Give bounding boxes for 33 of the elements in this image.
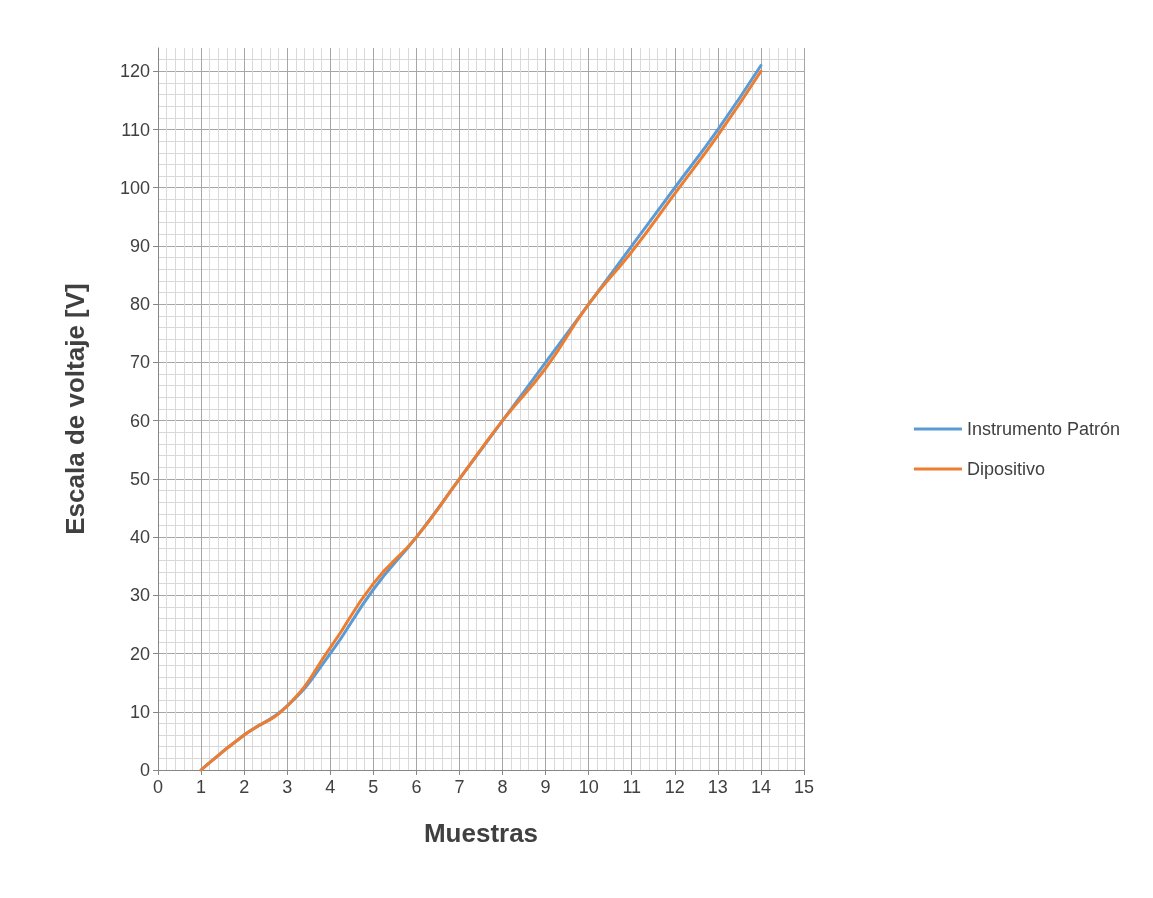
x-tick-label: 10 bbox=[578, 777, 599, 797]
x-axis-title: Muestras bbox=[423, 818, 539, 848]
x-tick-label: 4 bbox=[325, 777, 336, 797]
x-tick-label: 15 bbox=[793, 777, 815, 797]
x-tick-label: 9 bbox=[540, 777, 551, 797]
y-tick-label: 10 bbox=[129, 701, 150, 722]
x-tick-label: 13 bbox=[707, 777, 728, 797]
y-tick-label: 60 bbox=[129, 410, 150, 431]
y-tick-label: 110 bbox=[121, 119, 150, 140]
y-tick-label: 120 bbox=[119, 61, 150, 82]
x-tick-label: 3 bbox=[282, 777, 293, 797]
y-tick-label: 20 bbox=[129, 643, 150, 664]
y-tick-label: 40 bbox=[129, 527, 150, 548]
x-tick-label: 1 bbox=[196, 777, 207, 797]
x-tick-label: 12 bbox=[664, 777, 685, 797]
y-axis-title: Escala de voltaje [V] bbox=[60, 283, 90, 535]
x-tick-label: 5 bbox=[368, 777, 379, 797]
x-tick-label: 6 bbox=[411, 777, 422, 797]
legend-label: Dipositivo bbox=[966, 459, 1045, 479]
x-tick-label: 2 bbox=[239, 777, 250, 797]
x-tick-label: 7 bbox=[454, 777, 465, 797]
x-tick-label: 11 bbox=[622, 777, 642, 797]
y-tick-label: 30 bbox=[129, 585, 150, 606]
legend-label: Instrumento Patrón bbox=[966, 419, 1121, 439]
y-tick-label: 80 bbox=[129, 294, 150, 315]
y-tick-label: 70 bbox=[129, 352, 150, 373]
y-tick-label: 50 bbox=[129, 468, 150, 489]
x-tick-label: 8 bbox=[497, 777, 508, 797]
x-tick-label: 0 bbox=[152, 777, 164, 797]
y-tick-label: 90 bbox=[129, 235, 150, 256]
x-tick-label: 14 bbox=[750, 777, 771, 797]
y-tick-label: 0 bbox=[139, 760, 150, 780]
y-tick-label: 100 bbox=[119, 177, 150, 198]
